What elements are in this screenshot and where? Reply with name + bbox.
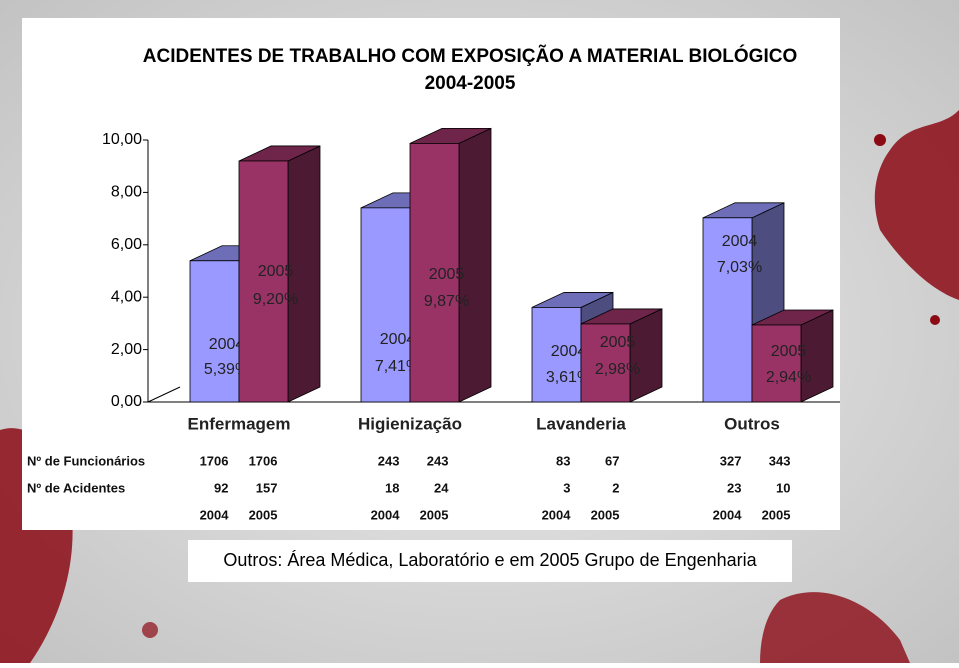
- data-label-series: 2004: [380, 331, 416, 348]
- data-label: 3,61%: [546, 369, 591, 386]
- table-cell: 18: [385, 480, 399, 495]
- bar: [409, 143, 460, 403]
- bar-side: [629, 308, 663, 403]
- bar-side: [458, 127, 492, 403]
- table-cell: 2: [612, 480, 619, 495]
- table-cell: 10: [776, 480, 790, 495]
- x-tick-label: Higienização: [358, 414, 462, 433]
- table-cell: 157: [256, 480, 278, 495]
- data-label-series: 2004: [722, 233, 758, 250]
- table-cell: 92: [214, 480, 228, 495]
- data-label-series: 2004: [209, 336, 245, 353]
- chart-subtitle: 2004-2005: [425, 73, 516, 94]
- table-cell: 67: [605, 453, 619, 468]
- floor-edge: [147, 386, 181, 403]
- table-year: 2005: [420, 507, 449, 522]
- table-cell: 343: [769, 453, 791, 468]
- y-tick-label: 10,00: [102, 131, 142, 148]
- table-row-label: Nº de Funcionários: [27, 453, 145, 468]
- table-year: 2004: [542, 507, 572, 522]
- table-year: 2004: [371, 507, 401, 522]
- table-cell: 243: [427, 453, 449, 468]
- table-cell: 83: [556, 453, 570, 468]
- bar: [189, 260, 240, 403]
- table-year: 2005: [249, 507, 278, 522]
- data-label: 2,94%: [766, 369, 811, 386]
- table-year: 2004: [713, 507, 743, 522]
- data-label-series: 2005: [429, 266, 465, 283]
- data-label-series: 2004: [551, 343, 587, 360]
- bar: [751, 324, 802, 403]
- x-tick-label: Outros: [724, 414, 780, 433]
- table-cell: 23: [727, 480, 741, 495]
- table-cell: 243: [378, 453, 400, 468]
- note-panel: [188, 540, 792, 582]
- table-cell: 1706: [249, 453, 278, 468]
- data-label: 9,87%: [424, 293, 469, 310]
- data-label: 7,03%: [717, 259, 762, 276]
- data-label-series: 2005: [600, 334, 636, 351]
- y-tick-label: 4,00: [111, 288, 142, 305]
- y-tick-label: 0,00: [111, 393, 142, 410]
- data-label-series: 2005: [258, 263, 294, 280]
- data-label: 5,39%: [204, 361, 249, 378]
- bar: [531, 307, 582, 403]
- table-cell: 3: [563, 480, 570, 495]
- chart-title: ACIDENTES DE TRABALHO COM EXPOSIÇÃO A MA…: [143, 45, 797, 67]
- x-tick-label: Lavanderia: [536, 414, 626, 433]
- y-tick-label: 8,00: [111, 184, 142, 201]
- note: Outros: Área Médica, Laboratório e em 20…: [223, 550, 757, 570]
- y-tick-label: 2,00: [111, 341, 142, 358]
- table-year: 2005: [591, 507, 620, 522]
- data-label: 2,98%: [595, 361, 640, 378]
- table-cell: 327: [720, 453, 742, 468]
- bar: [238, 160, 289, 403]
- table-year: 2005: [762, 507, 791, 522]
- bar: [580, 323, 631, 403]
- data-label: 7,41%: [375, 358, 420, 375]
- data-label-series: 2005: [771, 343, 807, 360]
- x-tick-label: Enfermagem: [188, 414, 291, 433]
- y-tick-label: 6,00: [111, 236, 142, 253]
- table-year: 2004: [200, 507, 230, 522]
- table-row-label: Nº de Acidentes: [27, 480, 125, 495]
- bar: [360, 207, 411, 403]
- bar: [702, 217, 753, 403]
- table-cell: 24: [434, 480, 449, 495]
- table-cell: 1706: [200, 453, 229, 468]
- data-label: 9,20%: [253, 291, 298, 308]
